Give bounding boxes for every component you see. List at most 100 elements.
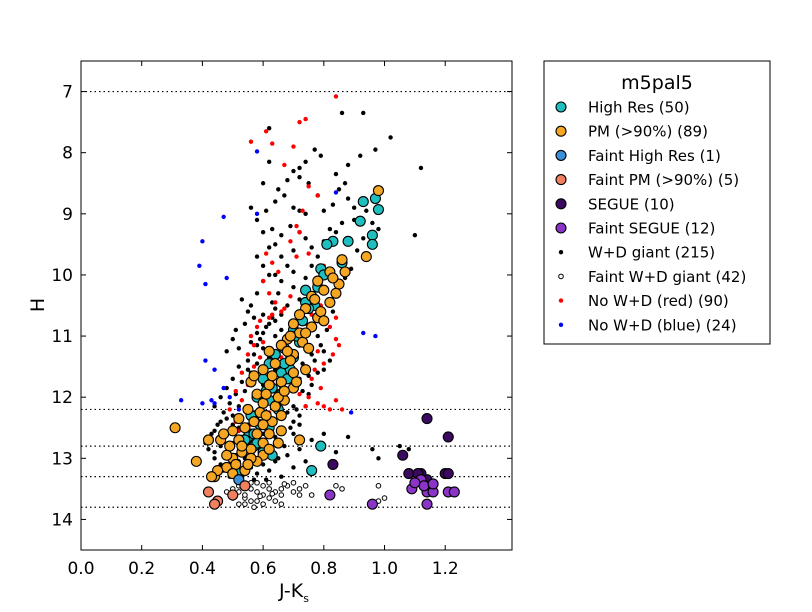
- point-s8-1: [297, 119, 302, 125]
- point-s6-90: [242, 321, 248, 327]
- point-s6-196: [376, 226, 381, 232]
- point-s4-6: [442, 468, 454, 480]
- x-tick-label-6: 1.2: [432, 559, 459, 579]
- point-s8-8: [306, 184, 311, 189]
- point-s6-8: [318, 153, 323, 158]
- point-s8-2: [303, 116, 308, 122]
- point-s8-46: [318, 385, 323, 391]
- point-s6-17: [288, 223, 293, 229]
- point-s6-16: [303, 211, 308, 217]
- x-tick-label-0: 0.0: [67, 559, 94, 579]
- point-s8-22: [254, 324, 260, 330]
- point-s8-70: [251, 343, 257, 348]
- legend-marker-0: [555, 101, 567, 113]
- legend-label-6: W+D giant (215): [588, 244, 715, 262]
- point-s7-38: [251, 504, 257, 511]
- point-s7-37: [242, 501, 248, 507]
- point-s0-1: [372, 203, 385, 216]
- point-s6-72: [376, 456, 381, 461]
- point-s1-43: [293, 434, 306, 446]
- point-s0-3: [366, 229, 378, 241]
- x-axis-label-subscript: s: [303, 592, 309, 605]
- point-s6-172: [263, 324, 269, 330]
- point-s8-21: [266, 315, 272, 320]
- point-s1-15: [257, 364, 269, 376]
- point-s1-30: [245, 443, 257, 455]
- point-s8-33: [294, 223, 299, 229]
- point-s6-114: [251, 315, 257, 320]
- point-s6-125: [218, 419, 223, 424]
- data-points: [169, 94, 460, 511]
- point-s8-17: [260, 278, 266, 284]
- point-s6-160: [300, 388, 305, 394]
- point-s9-4: [200, 239, 205, 244]
- point-s7-8: [254, 489, 260, 495]
- point-s7-11: [254, 498, 260, 504]
- y-tick-label-7: 14: [51, 510, 73, 530]
- point-s6-205: [291, 404, 296, 409]
- point-s6-88: [245, 358, 251, 363]
- point-s6-105: [321, 208, 327, 213]
- point-s6-38: [266, 321, 272, 327]
- point-s1-78: [309, 293, 321, 305]
- point-s1-51: [315, 306, 327, 318]
- point-s6-74: [327, 358, 333, 363]
- y-tick-label-3: 10: [51, 266, 73, 286]
- point-s6-94: [266, 272, 272, 278]
- point-s4-2: [397, 449, 409, 461]
- point-s6-119: [224, 349, 229, 354]
- point-s8-9: [315, 193, 320, 198]
- point-s1-25: [233, 413, 245, 425]
- point-s1-14: [269, 358, 281, 370]
- point-s8-34: [306, 251, 311, 256]
- point-s6-121: [230, 376, 235, 382]
- point-s6-135: [291, 431, 296, 437]
- point-s6-60: [266, 468, 272, 473]
- point-s8-54: [297, 391, 302, 397]
- point-s1-77: [318, 315, 330, 327]
- legend-label-8: No W+D (red) (90): [588, 292, 729, 310]
- point-s6-107: [306, 181, 311, 186]
- point-s8-24: [260, 339, 266, 345]
- point-s6-27: [291, 168, 296, 174]
- series-3: [202, 480, 251, 510]
- point-s8-52: [339, 407, 345, 412]
- point-s7-23: [339, 486, 345, 492]
- point-s1-60: [218, 428, 230, 440]
- legend-title: m5pal5: [621, 72, 693, 94]
- point-s6-6: [345, 162, 351, 168]
- point-s8-26: [251, 364, 257, 369]
- series-1: [169, 185, 385, 483]
- y-axis: 7 8 9 10 11 12 13 14: [51, 83, 512, 530]
- point-s3-2: [208, 498, 221, 510]
- point-s6-120: [236, 364, 242, 369]
- point-s6-123: [218, 394, 223, 400]
- point-s6-15: [297, 208, 302, 213]
- point-s6-20: [309, 245, 314, 250]
- point-s6-71: [406, 446, 412, 452]
- point-s1-54: [339, 266, 351, 278]
- point-s6-136: [297, 413, 302, 418]
- point-s6-7: [358, 153, 363, 158]
- point-s9-9: [373, 333, 378, 339]
- point-s6-191: [342, 181, 348, 186]
- point-s1-73: [290, 376, 303, 388]
- legend: m5pal5 High Res (50) PM (>90%) (89) Faint …: [543, 60, 771, 345]
- point-s6-187: [285, 177, 290, 183]
- legend-box: [543, 60, 771, 345]
- point-s8-7: [282, 162, 287, 168]
- point-s9-0: [254, 149, 260, 154]
- point-s8-15: [270, 260, 275, 265]
- legend-items: High Res (50) PM (>90%) (89) Faint High Re…: [555, 99, 746, 334]
- point-s6-24: [260, 181, 266, 186]
- point-s6-4: [373, 147, 378, 152]
- point-s1-61: [230, 458, 242, 470]
- point-s8-69: [257, 318, 263, 323]
- legend-marker-5: [555, 222, 567, 234]
- point-s6-113: [270, 300, 275, 305]
- point-s6-3: [388, 135, 393, 140]
- point-s5-10: [324, 489, 336, 501]
- point-s6-23: [263, 208, 269, 213]
- point-s6-124: [212, 404, 217, 409]
